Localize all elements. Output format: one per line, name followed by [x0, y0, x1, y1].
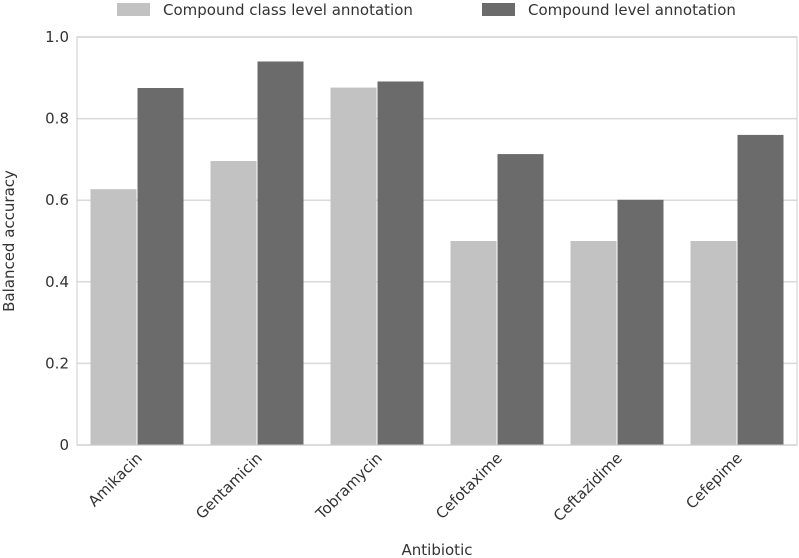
- x-tick-label: Gentamicin: [192, 449, 266, 523]
- x-tick-label: Cefotaxime: [432, 449, 506, 523]
- legend-swatch-class-level: [117, 3, 150, 16]
- y-tick-label: 0.6: [45, 191, 69, 209]
- grid-lines: [77, 36, 797, 446]
- legend: Compound class level annotation Compound …: [117, 1, 736, 19]
- x-tick-label: Tobramycin: [312, 449, 386, 523]
- bar-gentamicin-class-level: [210, 161, 257, 446]
- y-tick-label: 0.4: [45, 273, 69, 291]
- plot-frame: [76, 36, 798, 446]
- y-tick-label: 0.8: [45, 110, 69, 128]
- x-tick-label: Amikacin: [85, 449, 146, 510]
- bars: [90, 61, 784, 446]
- bar-ceftazidime-compound-level: [617, 199, 664, 445]
- bar-tobramycin-class-level: [330, 87, 377, 445]
- x-tick-label: Cefepime: [682, 449, 745, 512]
- bar-ceftazidime-class-level: [570, 241, 617, 445]
- bar-amikacin-class-level: [90, 189, 137, 445]
- bar-cefotaxime-class-level: [450, 241, 497, 445]
- bar-amikacin-compound-level: [137, 88, 184, 445]
- y-tick-label: 0.2: [45, 354, 69, 372]
- legend-label-compound-level: Compound level annotation: [528, 1, 736, 19]
- y-tick-label: 1.0: [45, 28, 69, 46]
- y-tick-label: 0: [59, 436, 69, 454]
- bar-cefepime-class-level: [690, 241, 737, 445]
- bar-cefotaxime-compound-level: [497, 154, 544, 445]
- y-axis-label: Balanced accuracy: [0, 170, 18, 312]
- x-axis-ticks: Amikacin Gentamicin Tobramycin Cefotaxime Ce…: [85, 449, 746, 525]
- x-axis-label: Antibiotic: [402, 541, 473, 558]
- x-tick-label: Ceftazidime: [550, 449, 626, 525]
- y-axis-ticks: 0 0.2 0.4 0.6 0.8 1.0: [45, 28, 69, 454]
- legend-label-class-level: Compound class level annotation: [163, 1, 413, 19]
- bar-gentamicin-compound-level: [257, 61, 304, 445]
- bar-tobramycin-compound-level: [377, 81, 424, 446]
- legend-swatch-compound-level: [482, 3, 515, 16]
- bar-cefepime-compound-level: [737, 134, 784, 446]
